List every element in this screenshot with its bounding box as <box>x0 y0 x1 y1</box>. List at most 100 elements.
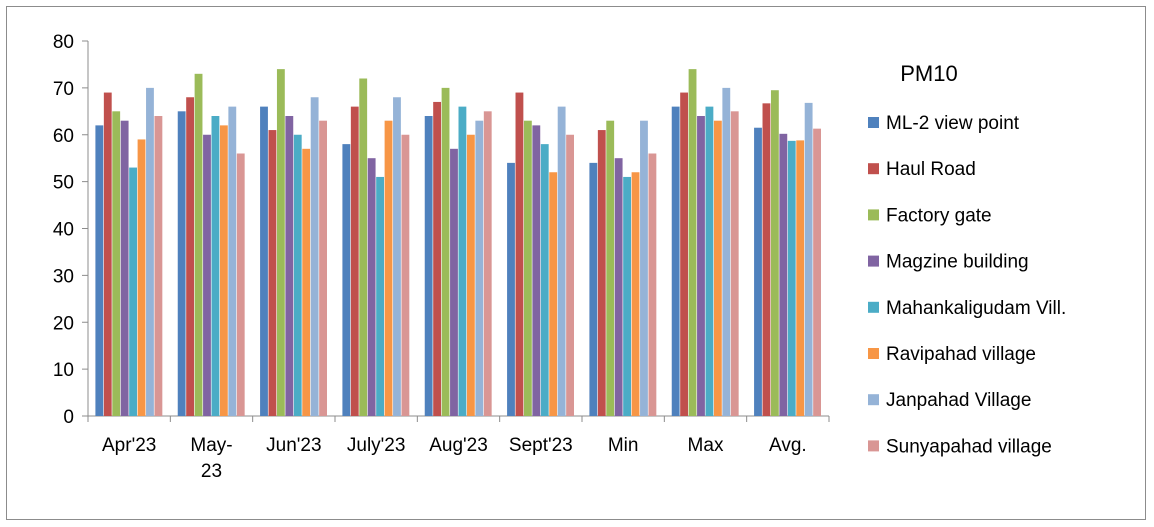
bar-sunyapahad-village-6 <box>648 153 657 416</box>
bar-magzine-building-2 <box>285 116 294 416</box>
bar-janpahad-village-5 <box>557 106 566 416</box>
bar-ml-2-view-point-1 <box>177 111 186 416</box>
x-tick-labels: Apr'23 May-23 Jun'23 July'23 Aug'23 Sept'23 Mi… <box>102 435 807 482</box>
y-tick-label: 0 <box>63 407 74 428</box>
bar-sunyapahad-village-3 <box>401 134 410 416</box>
bar-janpahad-village-0 <box>146 87 154 416</box>
legend-swatch <box>868 255 879 267</box>
bar-factory-gate-4 <box>441 87 450 416</box>
bar-factory-gate-7 <box>688 69 697 416</box>
bar-factory-gate-8 <box>770 90 779 416</box>
bar-janpahad-village-4 <box>475 120 484 416</box>
bar-factory-gate-3 <box>359 78 368 416</box>
y-tick-label: 40 <box>53 220 74 241</box>
legend-label: Magzine building <box>886 252 1029 273</box>
legend-label: ML-2 view point <box>886 113 1020 134</box>
bar-mahankaligudam-vill--3 <box>376 176 385 416</box>
y-tick-label: 70 <box>53 79 74 100</box>
bar-ml-2-view-point-8 <box>754 127 762 416</box>
bar-sunyapahad-village-0 <box>154 116 163 416</box>
bar-ravipahad-village-4 <box>466 134 475 416</box>
bar-magzine-building-7 <box>697 116 705 416</box>
bar-haul-road-8 <box>762 103 771 416</box>
bar-haul-road-6 <box>597 130 606 416</box>
bar-ml-2-view-point-3 <box>342 144 351 416</box>
bar-ravipahad-village-3 <box>384 120 393 416</box>
bar-factory-gate-6 <box>606 120 615 416</box>
bar-mahankaligudam-vill--4 <box>458 106 467 416</box>
bar-mahankaligudam-vill--5 <box>540 144 549 416</box>
bar-ml-2-view-point-6 <box>589 162 598 416</box>
legend-label: Ravipahad village <box>886 344 1036 365</box>
bar-sunyapahad-village-7 <box>730 111 739 416</box>
bar-factory-gate-2 <box>276 69 285 416</box>
x-tick-label: May-23 <box>190 435 232 482</box>
bar-ravipahad-village-6 <box>631 172 640 416</box>
legend-label: Haul Road <box>886 159 976 180</box>
bar-haul-road-1 <box>186 97 195 416</box>
bar-haul-road-3 <box>350 106 359 416</box>
bar-ml-2-view-point-7 <box>671 106 680 416</box>
pm10-bar-chart: Apr'23 May-23 Jun'23 July'23 Aug'23 Sept'23 Mi… <box>53 32 1066 482</box>
bar-haul-road-4 <box>433 101 442 416</box>
bar-magzine-building-1 <box>203 134 211 416</box>
x-tick-label: Jun'23 <box>266 435 321 456</box>
bar-haul-road-0 <box>103 92 112 416</box>
bar-factory-gate-1 <box>194 73 203 416</box>
bar-ravipahad-village-5 <box>549 172 558 416</box>
bar-ravipahad-village-0 <box>137 139 146 416</box>
bar-haul-road-7 <box>680 92 689 416</box>
bar-magzine-building-4 <box>450 148 458 416</box>
bar-ml-2-view-point-0 <box>95 125 104 416</box>
y-tick-label: 20 <box>53 313 74 334</box>
legend-swatch <box>868 117 879 128</box>
x-tick-label: Max <box>688 435 724 456</box>
bar-mahankaligudam-vill--6 <box>623 176 632 416</box>
y-tick-label: 30 <box>53 266 74 287</box>
legend-swatch <box>868 440 879 452</box>
bar-magzine-building-8 <box>779 133 788 416</box>
bar-mahankaligudam-vill--2 <box>293 134 302 416</box>
bar-haul-road-2 <box>268 130 277 416</box>
bar-magzine-building-3 <box>367 158 376 416</box>
bar-sunyapahad-village-8 <box>813 128 821 416</box>
bar-janpahad-village-8 <box>804 102 813 416</box>
y-tick-label: 10 <box>53 360 74 381</box>
legend: ML-2 view point Haul Road Factory gate Magz… <box>868 113 1066 457</box>
bar-mahankaligudam-vill--8 <box>787 140 796 416</box>
legend-swatch <box>868 301 879 313</box>
bar-magzine-building-6 <box>614 158 623 416</box>
bar-sunyapahad-village-4 <box>483 111 492 416</box>
bar-sunyapahad-village-1 <box>236 153 245 416</box>
bar-ravipahad-village-2 <box>302 148 311 416</box>
bar-janpahad-village-6 <box>640 120 648 416</box>
x-tick-label: Aug'23 <box>429 435 488 456</box>
legend-swatch <box>868 394 879 406</box>
bars <box>95 69 821 416</box>
bar-ml-2-view-point-5 <box>507 162 515 416</box>
bar-janpahad-village-7 <box>722 87 731 416</box>
chart-frame: Apr'23 May-23 Jun'23 July'23 Aug'23 Sept'23 Mi… <box>6 6 1146 520</box>
bar-janpahad-village-1 <box>228 106 237 416</box>
legend-title: PM10 <box>900 61 957 86</box>
bar-ml-2-view-point-2 <box>260 106 268 416</box>
x-tick-label: July'23 <box>347 435 406 456</box>
y-tick-label: 80 <box>53 32 74 53</box>
x-tick-label: Apr'23 <box>102 435 156 456</box>
x-tick-label: Min <box>608 435 639 456</box>
bar-ravipahad-village-7 <box>713 120 722 416</box>
y-tick-label: 50 <box>53 173 74 194</box>
legend-label: Mahankaligudam Vill. <box>886 298 1066 319</box>
legend-swatch <box>868 163 879 175</box>
bar-ml-2-view-point-4 <box>424 116 433 416</box>
y-tick-labels: 0 10 20 30 40 50 60 70 80 <box>53 32 74 428</box>
bar-janpahad-village-2 <box>310 97 319 416</box>
bar-factory-gate-0 <box>112 111 121 416</box>
legend-label: Factory gate <box>886 205 992 226</box>
legend-swatch <box>868 348 879 359</box>
bar-factory-gate-5 <box>523 120 532 416</box>
legend-label: Janpahad Village <box>886 390 1031 411</box>
bar-magzine-building-5 <box>532 125 541 416</box>
bar-mahankaligudam-vill--1 <box>211 116 220 416</box>
bar-sunyapahad-village-2 <box>319 120 327 416</box>
